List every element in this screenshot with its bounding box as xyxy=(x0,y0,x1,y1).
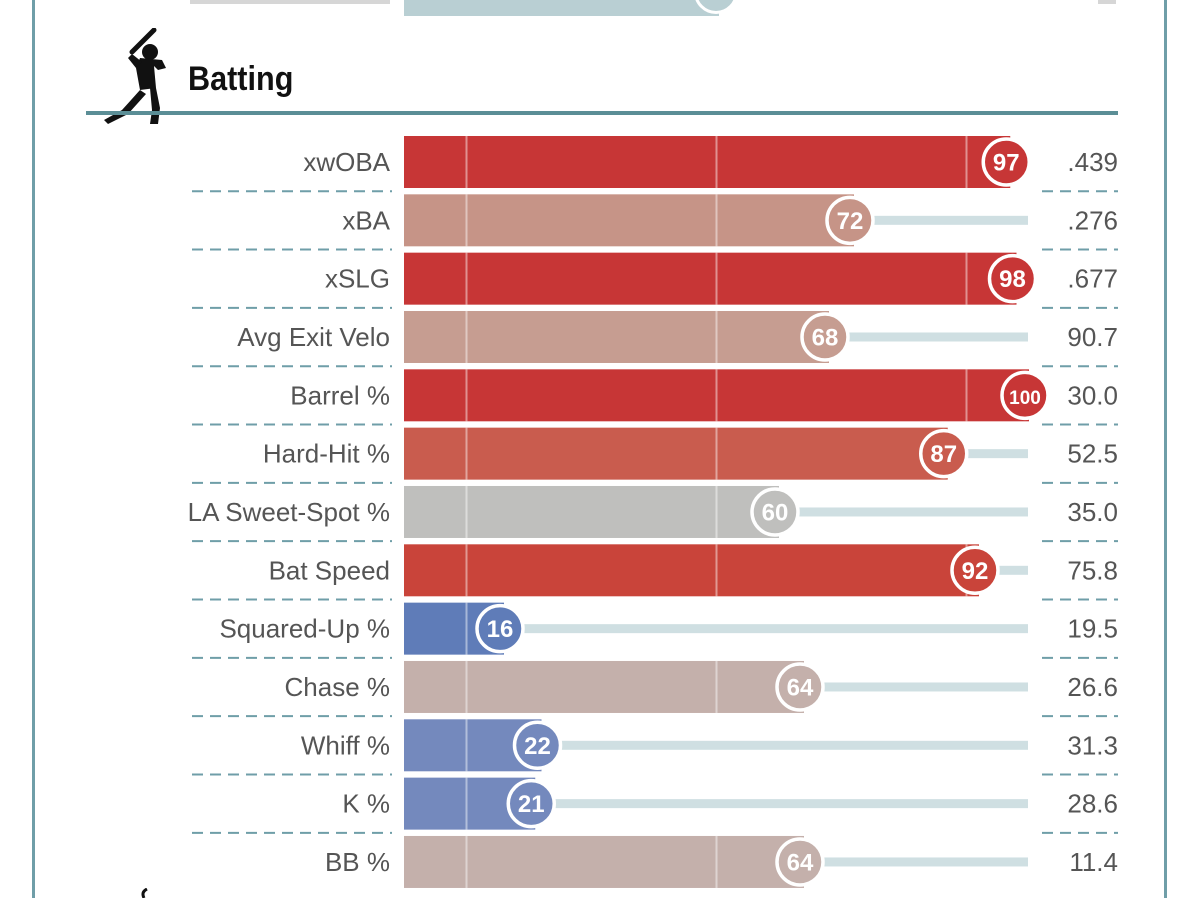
stat-value: 28.6 xyxy=(1067,789,1118,819)
card-frame-left xyxy=(32,0,35,898)
row-label: xBA xyxy=(342,205,390,235)
percentile-circle xyxy=(750,487,800,537)
chart-row-8: 92 Bat Speed 75.8 xyxy=(192,544,1118,601)
chart-row-11: 22 Whiff % 31.3 xyxy=(192,719,1118,776)
next-section-icon-trace xyxy=(141,888,148,898)
row-label: Bat Speed xyxy=(269,555,390,585)
stat-value: 30.0 xyxy=(1067,380,1118,410)
previous-row-label-trace xyxy=(190,0,390,4)
previous-row-value-trace xyxy=(1098,0,1116,4)
percentile-track xyxy=(854,215,1028,225)
percentile-bar xyxy=(404,252,1017,305)
percentile-circle xyxy=(1000,370,1050,421)
chart-row-12: 21 K % 28.6 xyxy=(192,777,1118,834)
chart-row-9: 16 Squared-Up % 19.5 xyxy=(192,602,1118,659)
percentile-bar xyxy=(404,369,1029,422)
percentile-track xyxy=(504,624,1028,634)
stat-value: 35.0 xyxy=(1067,497,1118,527)
section-title: Batting xyxy=(188,60,294,98)
chart-row-5: 100 Barrel % 30.0 xyxy=(192,369,1118,426)
percentile-bar xyxy=(404,485,779,538)
row-label: xwOBA xyxy=(303,147,390,177)
percentile-bar xyxy=(404,544,979,597)
percentile-value: 97 xyxy=(993,150,1020,177)
percentile-value: 92 xyxy=(962,558,989,585)
chart-row-10: 64 Chase % 26.6 xyxy=(192,660,1118,718)
percentile-value: 64 xyxy=(787,849,814,876)
percentile-bar xyxy=(404,427,948,480)
chart-row-1: 97 xwOBA .439 xyxy=(192,136,1118,193)
stat-value: 11.4 xyxy=(1069,847,1118,877)
card-frame-right xyxy=(1164,0,1167,898)
percentile-circle xyxy=(506,778,556,829)
chart-row-2: 72 xBA .276 xyxy=(192,194,1118,251)
percentile-circle xyxy=(950,545,1000,596)
stat-value: 19.5 xyxy=(1067,614,1118,644)
percentile-track xyxy=(535,799,1028,809)
row-label: xSLG xyxy=(325,264,390,294)
percentile-value: 98 xyxy=(999,266,1026,293)
percentile-bar xyxy=(404,310,829,363)
stat-value: 52.5 xyxy=(1067,439,1118,469)
percentile-circle xyxy=(512,720,563,771)
batter-icon xyxy=(104,28,166,124)
chart-row-3: 98 xSLG .677 xyxy=(192,252,1118,309)
chart-row-6: 87 Hard-Hit % 52.5 xyxy=(192,427,1118,484)
percentile-bar xyxy=(404,660,804,713)
previous-row-bar xyxy=(404,0,719,16)
row-label: Barrel % xyxy=(290,380,390,410)
stat-value: 90.7 xyxy=(1067,322,1118,352)
percentile-value: 87 xyxy=(930,441,957,468)
row-label: Squared-Up % xyxy=(219,614,390,644)
percentile-circle xyxy=(800,312,850,362)
stat-value: 31.3 xyxy=(1067,730,1118,760)
chart-row-7: 60 LA Sweet-Spot % 35.0 xyxy=(188,485,1118,543)
percentile-value: 68 xyxy=(812,324,839,351)
row-label: Whiff % xyxy=(301,730,390,760)
percentile-track xyxy=(541,740,1028,750)
row-label: Chase % xyxy=(285,672,391,702)
percentile-track xyxy=(804,682,1028,692)
percentile-circle xyxy=(475,603,525,654)
percentile-track xyxy=(947,449,1028,459)
percentile-value: 60 xyxy=(762,499,789,526)
stat-value: .276 xyxy=(1067,205,1118,235)
percentile-bar xyxy=(404,194,854,247)
row-label: LA Sweet-Spot % xyxy=(188,497,390,527)
percentile-bar xyxy=(404,835,804,888)
percentile-track xyxy=(779,507,1028,517)
row-label: Avg Exit Velo xyxy=(237,322,390,352)
stat-value: 26.6 xyxy=(1067,672,1118,702)
percentile-track xyxy=(829,332,1028,342)
percentile-track xyxy=(979,565,1028,575)
percentile-value: 16 xyxy=(487,616,514,643)
percentile-circle xyxy=(775,662,825,712)
stat-value: .677 xyxy=(1067,264,1118,294)
percentile-value: 64 xyxy=(787,674,814,701)
percentile-value: 22 xyxy=(524,733,551,760)
percentile-circle xyxy=(981,137,1031,187)
percentile-circle xyxy=(775,837,825,887)
section-divider xyxy=(86,111,1118,115)
percentile-circle xyxy=(919,428,969,479)
percentile-value: 72 xyxy=(837,208,864,235)
row-label: Hard-Hit % xyxy=(263,439,390,469)
percentile-track xyxy=(804,857,1028,867)
percentile-circle xyxy=(825,195,875,246)
chart-row-13: 64 BB % 11.4 xyxy=(325,835,1118,888)
percentile-value: 100 xyxy=(1009,388,1041,409)
row-label: K % xyxy=(342,789,390,819)
chart-row-4: 68 Avg Exit Velo 90.7 xyxy=(192,310,1118,368)
row-label: BB % xyxy=(325,847,390,877)
stat-value: .439 xyxy=(1067,147,1118,177)
stat-value: 75.8 xyxy=(1067,555,1118,585)
percentile-bar xyxy=(404,136,1011,188)
percentile-value: 21 xyxy=(518,791,545,818)
percentile-circle xyxy=(987,253,1038,304)
